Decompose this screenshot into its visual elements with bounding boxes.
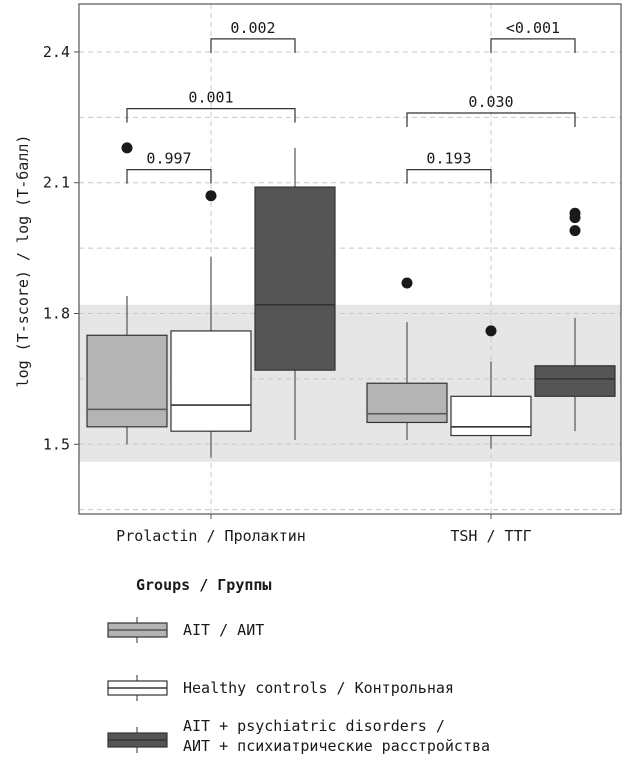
comparison-bracket: 0.001 (126, 89, 296, 123)
outlier-point (485, 325, 497, 337)
bracket-line (126, 169, 212, 184)
box-2-0 (254, 147, 336, 440)
plot-frame (78, 3, 622, 515)
plot-area: 1.5 1.8 2.1 2.4 Prolactin / Пролактин TSH / Т… (43, 3, 622, 545)
legend-label: Healthy controls / Контрольная (183, 679, 454, 697)
box-0-0 (86, 142, 168, 445)
comparison-bracket: 0.193 (406, 150, 492, 184)
legend-label: AIT + psychiatric disorders / (183, 717, 445, 735)
outlier-point (401, 277, 413, 289)
outlier-point (205, 190, 217, 202)
legend-item: AIT + psychiatric disorders / АИТ + психи… (107, 717, 490, 755)
p-value-label: 0.001 (188, 89, 233, 107)
bracket-line (210, 38, 296, 53)
bracket-line (490, 38, 576, 53)
p-value-label: 0.030 (468, 93, 513, 111)
comparison-bracket: 0.002 (210, 19, 296, 53)
box-iqr (254, 186, 336, 371)
bracket-line (406, 112, 576, 127)
bracket-line (126, 108, 296, 123)
y-tick-label: 2.4 (43, 43, 70, 61)
p-value-label: 0.997 (146, 150, 191, 168)
p-value-label: <0.001 (506, 19, 560, 37)
x-tick-label: Prolactin / Пролактин (116, 527, 306, 545)
p-value-label: 0.193 (426, 150, 471, 168)
box-2-1 (534, 207, 616, 432)
box-iqr (366, 382, 448, 424)
legend-label: AIT / АИТ (183, 621, 264, 639)
p-value-label: 0.002 (230, 19, 275, 37)
legend-label: АИТ + психиатрические расстройства (183, 737, 490, 755)
x-tick-label: TSH / ТТГ (450, 527, 531, 545)
box-1-0 (170, 190, 252, 458)
box-iqr (450, 395, 532, 437)
legend-title: Groups / Группы (136, 576, 271, 594)
box-0-1 (366, 277, 448, 440)
bracket-line (406, 169, 492, 184)
comparison-bracket: 0.030 (406, 93, 576, 127)
comparison-bracket: <0.001 (490, 19, 576, 53)
box-iqr (534, 365, 616, 397)
y-tick-label: 2.1 (43, 174, 70, 192)
outlier-point (121, 142, 133, 154)
box-iqr (86, 334, 168, 428)
outlier-point (569, 212, 581, 224)
comparison-bracket: 0.997 (126, 150, 212, 184)
outlier-point (569, 225, 581, 237)
y-axis-label: log (T-score) / log (T-балл) (14, 135, 32, 388)
box-iqr (170, 330, 252, 432)
y-tick-label: 1.8 (43, 304, 70, 322)
legend-item: AIT / АИТ (107, 617, 264, 643)
box-1-1 (450, 325, 532, 449)
legend: Groups / Группы AIT / АИТ Healthy controls… (107, 576, 490, 755)
legend-item: Healthy controls / Контрольная (107, 675, 454, 701)
y-tick-label: 1.5 (43, 435, 70, 453)
